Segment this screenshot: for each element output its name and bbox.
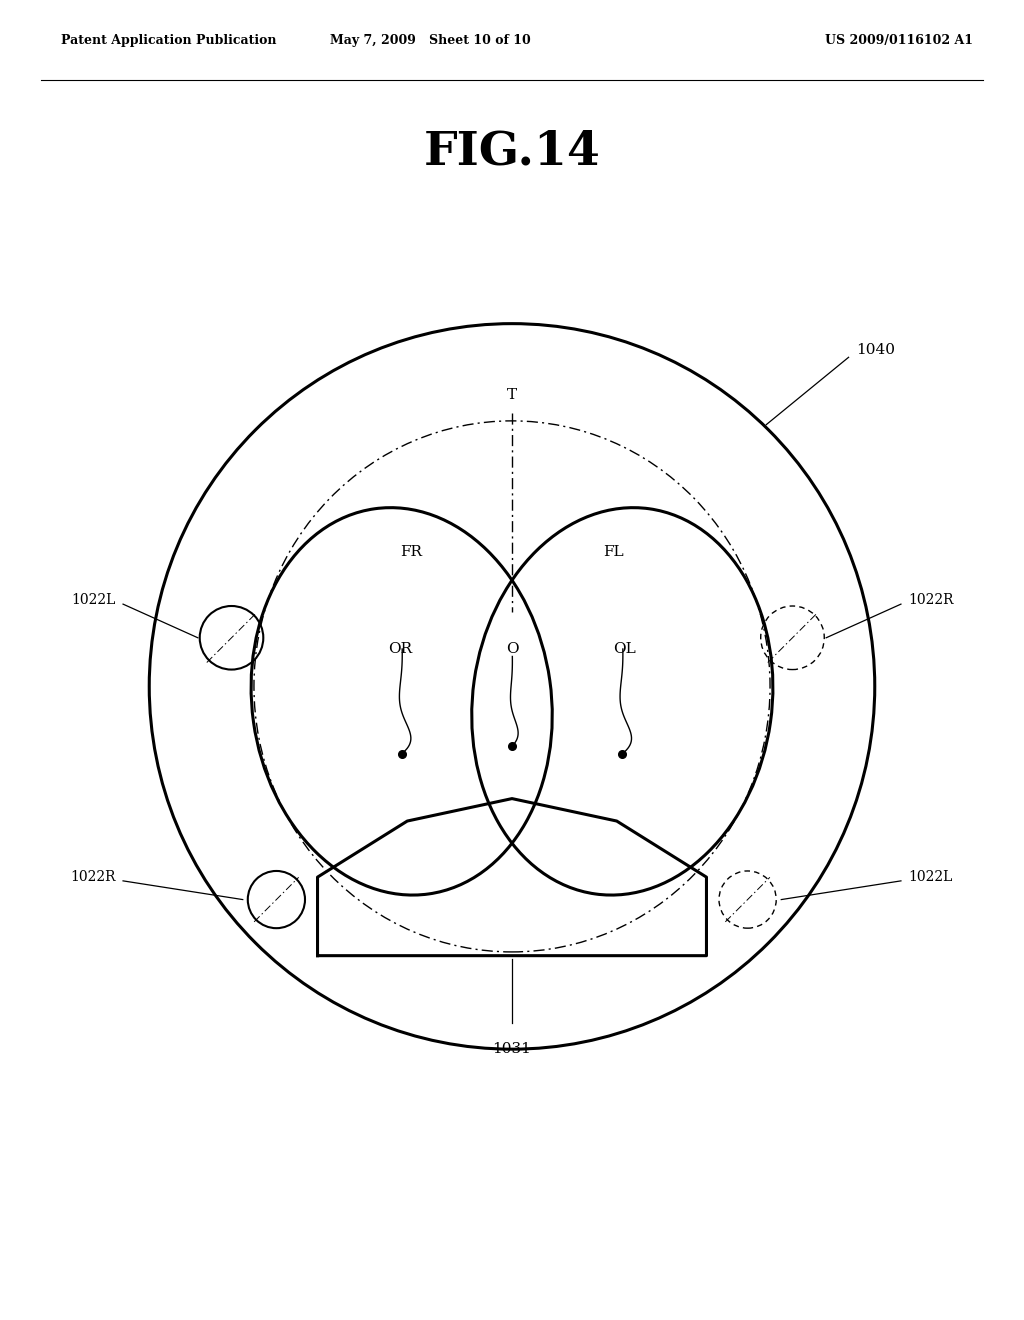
Text: Patent Application Publication: Patent Application Publication — [61, 34, 276, 48]
Text: 1022R: 1022R — [70, 870, 116, 884]
Text: FL: FL — [603, 545, 624, 558]
Text: 1022R: 1022R — [908, 594, 954, 607]
Text: 1031: 1031 — [493, 1043, 531, 1056]
Text: FR: FR — [400, 545, 422, 558]
Text: US 2009/0116102 A1: US 2009/0116102 A1 — [824, 34, 973, 48]
Text: T: T — [507, 388, 517, 403]
Text: OL: OL — [612, 642, 636, 656]
Text: May 7, 2009   Sheet 10 of 10: May 7, 2009 Sheet 10 of 10 — [330, 34, 530, 48]
Text: FIG.14: FIG.14 — [424, 129, 600, 174]
Text: 1022L: 1022L — [908, 870, 952, 884]
Text: 1040: 1040 — [856, 343, 895, 356]
Text: 1022L: 1022L — [72, 594, 116, 607]
Text: O: O — [506, 642, 518, 656]
Text: OR: OR — [388, 642, 412, 656]
